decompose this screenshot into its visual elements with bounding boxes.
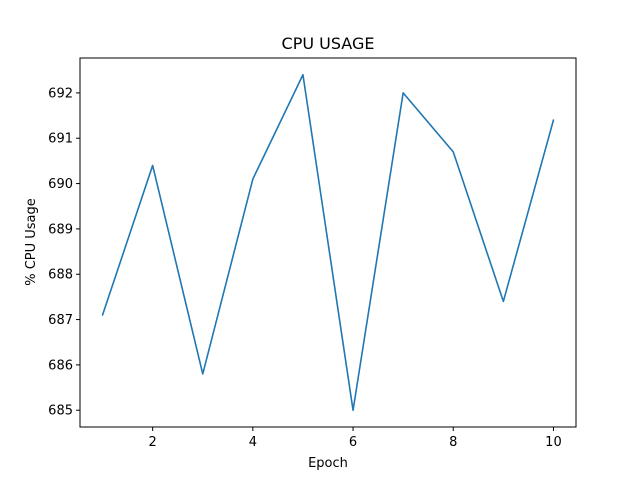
y-tick-label: 692 (48, 86, 73, 101)
y-tick-label: 685 (48, 404, 73, 419)
y-tick-label: 691 (48, 132, 73, 147)
plot-area-frame (79, 57, 577, 428)
x-axis-label: Epoch (308, 456, 348, 471)
y-axis-label: % CPU Usage (24, 198, 39, 286)
y-axis-ticks: 685 686 687 688 689 690 691 692 (48, 86, 80, 419)
y-tick-label: 687 (48, 313, 73, 328)
y-tick-label: 686 (48, 358, 73, 373)
y-tick-label: 690 (48, 177, 73, 192)
y-tick-label: 689 (48, 222, 73, 237)
x-tick-label: 8 (449, 435, 457, 450)
x-tick-label: 6 (349, 435, 357, 450)
x-tick-label: 2 (149, 435, 157, 450)
chart-title: CPU USAGE (282, 34, 375, 53)
x-tick-label: 4 (249, 435, 257, 450)
series-layer (101, 73, 555, 412)
cpu-usage-series-line (101, 73, 555, 412)
y-tick-label: 688 (48, 268, 73, 283)
x-axis-ticks: 2 4 6 8 10 (149, 427, 562, 450)
x-tick-label: 10 (545, 435, 562, 450)
